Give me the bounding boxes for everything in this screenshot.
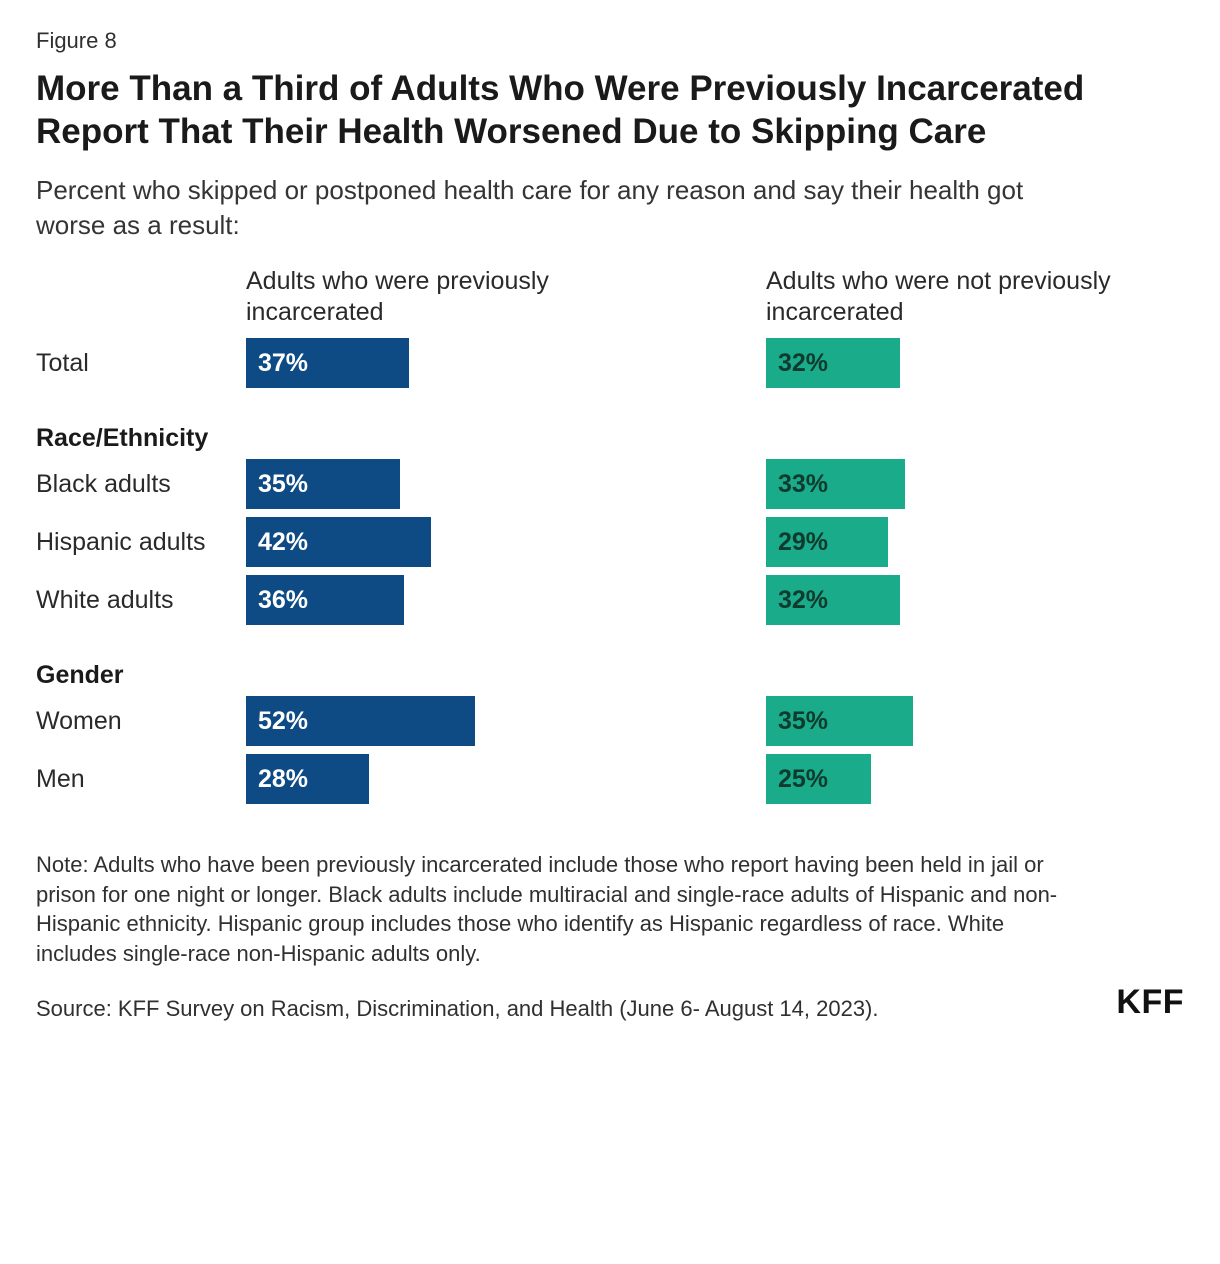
bar-prev: 35%	[246, 459, 400, 509]
bar-not-prev: 32%	[766, 575, 900, 625]
bar-prev: 36%	[246, 575, 404, 625]
bar-cell-prev: 28%	[246, 754, 686, 804]
bar-cell-not-prev: 32%	[766, 338, 1186, 388]
footer: Note: Adults who have been previously in…	[36, 850, 1184, 1022]
kff-logo: KFF	[1116, 983, 1184, 1022]
bar-value: 33%	[766, 470, 828, 499]
row-label: White adults	[36, 580, 246, 621]
row-label: Women	[36, 701, 246, 742]
bar-value: 32%	[766, 349, 828, 378]
bar-chart: Adults who were previously incarcerated A…	[36, 266, 1184, 805]
bar-cell-prev: 42%	[246, 517, 686, 567]
bar-not-prev: 29%	[766, 517, 888, 567]
bar-prev: 42%	[246, 517, 431, 567]
note-text: Note: Adults who have been previously in…	[36, 850, 1066, 969]
bar-value: 28%	[246, 765, 308, 794]
bar-cell-not-prev: 25%	[766, 754, 1186, 804]
row-label: Hispanic adults	[36, 522, 246, 563]
row-gap	[36, 746, 1186, 754]
bar-value: 29%	[766, 528, 828, 557]
row-label: Black adults	[36, 464, 246, 505]
bar-prev: 28%	[246, 754, 369, 804]
bar-prev: 37%	[246, 338, 409, 388]
bar-not-prev: 35%	[766, 696, 913, 746]
bar-value: 36%	[246, 586, 308, 615]
bar-value: 42%	[246, 528, 308, 557]
row-label: Men	[36, 759, 246, 800]
bar-value: 25%	[766, 765, 828, 794]
bar-cell-prev: 36%	[246, 575, 686, 625]
subtitle: Percent who skipped or postponed health …	[36, 173, 1056, 243]
section-title: Race/Ethnicity	[36, 388, 1186, 459]
bar-cell-prev: 52%	[246, 696, 686, 746]
row-label: Total	[36, 343, 246, 384]
bar-value: 37%	[246, 349, 308, 378]
bar-cell-not-prev: 32%	[766, 575, 1186, 625]
bar-value: 32%	[766, 586, 828, 615]
column-header-prev: Adults who were previously incarcerated	[246, 266, 686, 335]
bar-cell-not-prev: 33%	[766, 459, 1186, 509]
figure-label: Figure 8	[36, 28, 1184, 54]
row-gap	[36, 567, 1186, 575]
bar-prev: 52%	[246, 696, 475, 746]
bar-value: 35%	[766, 707, 828, 736]
page-title: More Than a Third of Adults Who Were Pre…	[36, 68, 1176, 153]
column-header-not-prev: Adults who were not previously incarcera…	[766, 266, 1186, 335]
row-gap	[36, 509, 1186, 517]
bar-cell-not-prev: 35%	[766, 696, 1186, 746]
bar-cell-prev: 35%	[246, 459, 686, 509]
bar-value: 52%	[246, 707, 308, 736]
bar-not-prev: 32%	[766, 338, 900, 388]
source-text: Source: KFF Survey on Racism, Discrimina…	[36, 996, 879, 1022]
bar-cell-prev: 37%	[246, 338, 686, 388]
bar-value: 35%	[246, 470, 308, 499]
bar-not-prev: 25%	[766, 754, 871, 804]
bar-cell-not-prev: 29%	[766, 517, 1186, 567]
bar-not-prev: 33%	[766, 459, 905, 509]
section-title: Gender	[36, 625, 1186, 696]
